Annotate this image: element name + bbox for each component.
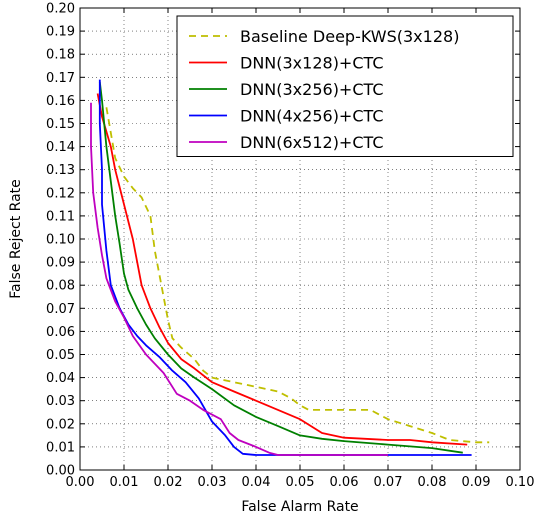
y-tick-label: 0.01 (46, 440, 75, 455)
y-tick-label: 0.05 (46, 348, 75, 363)
y-tick-label: 0.20 (46, 2, 75, 17)
y-tick-label: 0.04 (46, 371, 75, 386)
y-axis-title: False Reject Rate (8, 179, 24, 299)
y-tick-label: 0.16 (46, 94, 75, 109)
y-tick-label: 0.17 (46, 71, 75, 86)
x-tick-label: 0.10 (506, 475, 535, 490)
x-axis-title: False Alarm Rate (241, 499, 358, 515)
legend-label-2: DNN(3x128)+CTC (240, 54, 384, 73)
x-tick-label: 0.02 (154, 475, 183, 490)
x-tick-label: 0.07 (374, 475, 403, 490)
series-line-3 (98, 81, 463, 454)
legend-label-5: DNN(6x512)+CTC (240, 133, 384, 152)
y-tick-label: 0.12 (46, 186, 75, 201)
legend-box (176, 15, 514, 157)
series-line-1 (105, 107, 490, 444)
legend-label-3: DNN(3x256)+CTC (240, 80, 384, 99)
y-tick-label: 0.11 (46, 209, 75, 224)
y-tick-label: 0.13 (46, 163, 75, 178)
x-tick-label: 0.00 (66, 475, 95, 490)
y-tick-label: 0.00 (46, 464, 75, 479)
y-tick-label: 0.02 (46, 417, 75, 432)
x-tick-label: 0.04 (242, 475, 271, 490)
series-line-2 (96, 93, 468, 446)
legend-label-4: DNN(4x256)+CTC (240, 107, 384, 126)
y-tick-label: 0.18 (46, 48, 75, 63)
x-tick-label: 0.06 (330, 475, 359, 490)
series-line-5 (90, 102, 388, 456)
legend-label-1: Baseline Deep-KWS(3x128) (240, 27, 459, 46)
y-tick-label: 0.08 (46, 279, 75, 294)
y-tick-label: 0.10 (46, 233, 75, 248)
x-tick-label: 0.08 (418, 475, 447, 490)
y-tick-label: 0.06 (46, 325, 75, 340)
x-tick-label: 0.03 (198, 475, 227, 490)
y-tick-label: 0.15 (46, 117, 75, 132)
y-tick-label: 0.19 (46, 25, 75, 40)
legend: Baseline Deep-KWS(3x128) DNN(3x128)+CTC DN… (176, 15, 514, 157)
series-line-4 (98, 79, 472, 456)
y-tick-label: 0.03 (46, 394, 75, 409)
x-tick-label: 0.05 (286, 475, 315, 490)
y-tick-label: 0.14 (46, 140, 75, 155)
x-tick-label: 0.01 (110, 475, 139, 490)
y-tick-label: 0.07 (46, 302, 75, 317)
y-tick-label: 0.09 (46, 256, 75, 271)
x-tick-label: 0.09 (462, 475, 491, 490)
